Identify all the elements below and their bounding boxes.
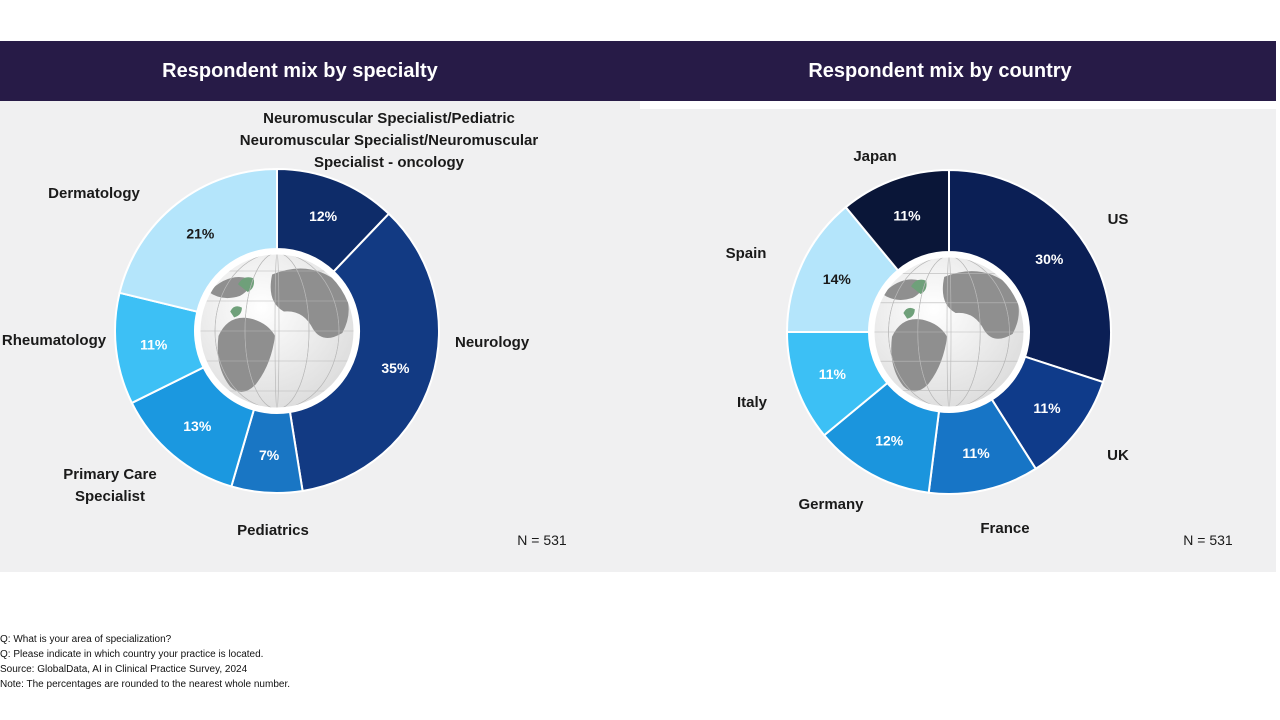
category-label-neuromuscular-specialist-pediatric-neuro: Neuromuscular Specialist/Pediatric Neurom…	[240, 110, 539, 171]
category-label-us: US	[1108, 211, 1129, 228]
data-label-pediatrics: 7%	[259, 447, 280, 463]
category-label-uk: UK	[1107, 447, 1129, 464]
data-label-rheumatology: 11%	[140, 337, 168, 353]
data-label-dermatology: 21%	[186, 226, 215, 242]
category-label-spain: Spain	[726, 245, 767, 262]
data-label-primary-care-specialist: 13%	[183, 418, 212, 434]
data-label-japan: 11%	[893, 207, 921, 223]
data-label-neuromuscular-specialist-pediatric-neuro: 12%	[309, 208, 338, 224]
category-label-neurology: Neurology	[455, 334, 530, 351]
data-label-us: 30%	[1035, 251, 1064, 267]
country-chart-title: Respondent mix by country	[808, 60, 1072, 82]
country-chart-panel: 30% 11% 11% 12% 11% 14% 11% US UK France Germany It…	[640, 109, 1276, 572]
country-donut-chart: 30% 11% 11% 12% 11% 14% 11% US UK France Germany It…	[726, 148, 1233, 548]
footnotes: Q: What is your area of specialization? …	[0, 632, 290, 692]
category-label-pediatrics: Pediatrics	[237, 522, 309, 539]
specialty-chart-title: Respondent mix by specialty	[162, 60, 438, 82]
globe-icon	[869, 252, 1029, 412]
sample-size-note: N = 531	[517, 532, 567, 548]
category-label-france: France	[980, 520, 1029, 537]
specialty-donut-chart: 12% 35% 7% 13% 11% 21% Neuromuscular Specialis…	[2, 110, 567, 548]
data-label-germany: 12%	[875, 433, 904, 449]
data-label-uk: 11%	[1033, 400, 1061, 416]
specialty-chart-panel: 12% 35% 7% 13% 11% 21% Neuromuscular Specialis…	[0, 101, 640, 572]
header-bar: Respondent mix by specialty Respondent m…	[0, 41, 1276, 101]
footnote-question-specialty: Q: What is your area of specialization?	[0, 634, 172, 645]
category-label-dermatology: Dermatology	[48, 185, 140, 202]
sample-size-note: N = 531	[1183, 532, 1233, 548]
category-label-rheumatology: Rheumatology	[2, 332, 107, 349]
category-label-primary-care-specialist: Primary Care Specialist	[63, 466, 156, 505]
category-label-germany: Germany	[798, 496, 864, 513]
footnote-source: Source: GlobalData, AI in Clinical Pract…	[0, 664, 248, 675]
slice-dermatology	[118, 167, 278, 313]
data-label-neurology: 35%	[381, 360, 410, 376]
data-label-spain: 14%	[823, 271, 852, 287]
globe-icon	[195, 249, 359, 413]
data-label-italy: 11%	[819, 366, 847, 382]
footnote-note: Note: The percentages are rounded to the…	[0, 679, 291, 690]
footnote-question-country: Q: Please indicate in which country your…	[0, 649, 264, 660]
category-label-italy: Italy	[737, 394, 768, 411]
data-label-france: 11%	[962, 445, 990, 461]
category-label-japan: Japan	[853, 148, 896, 165]
